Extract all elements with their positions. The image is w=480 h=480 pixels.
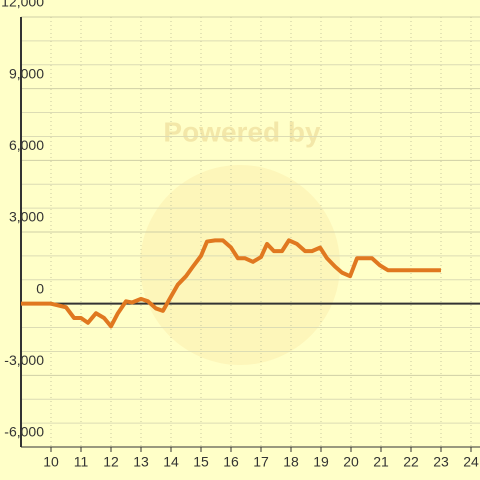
watermark-logo [140,165,340,365]
x-tick-label: 13 [133,454,149,470]
y-tick-label: -3,000 [4,352,44,368]
x-tick-label: 17 [253,454,269,470]
x-tick-label: 21 [373,454,389,470]
x-tick-label: 16 [223,454,239,470]
y-tick-label: 6,000 [9,137,44,153]
x-tick-label: 20 [343,454,359,470]
y-tick-label: 12,000 [1,0,44,10]
y-tick-label: 9,000 [9,65,44,81]
x-tick-label: 12 [103,454,119,470]
x-tick-label: 19 [313,454,329,470]
data-line [21,238,441,329]
y-tick-label: 0 [36,280,44,296]
x-tick-label: 11 [74,454,89,470]
x-tick-label: 24 [463,454,479,470]
x-tick-label: 15 [193,454,209,470]
x-tick-label: 22 [403,454,419,470]
y-tick-label: 3,000 [9,209,44,225]
y-tick-label: -6,000 [4,424,44,440]
x-tick-label: 23 [433,454,449,470]
x-tick-label: 10 [43,454,59,470]
watermark: Powered by [163,116,321,147]
x-tick-label: 18 [283,454,299,470]
x-tick-label: 14 [163,454,179,470]
